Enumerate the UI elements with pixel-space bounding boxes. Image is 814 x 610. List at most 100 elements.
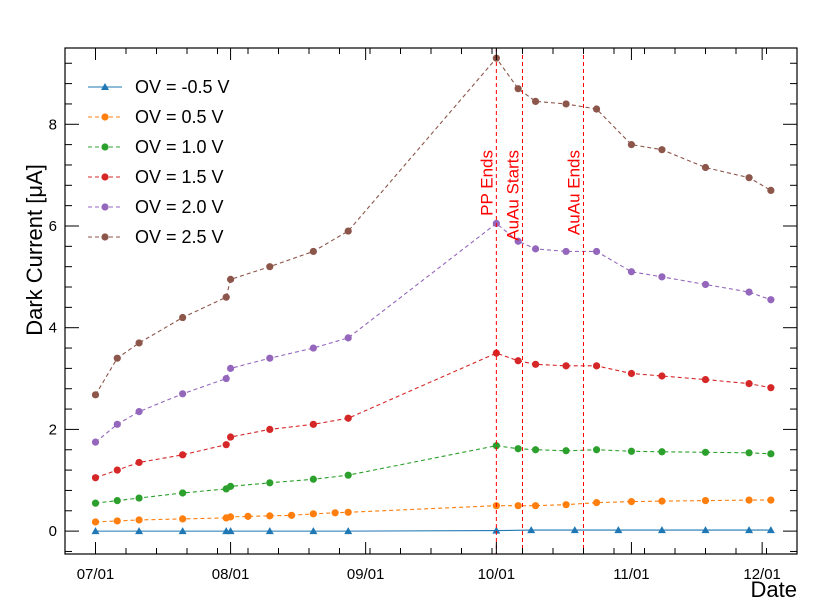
data-point: [226, 482, 235, 490]
data-point: [178, 527, 187, 535]
data-point: [658, 497, 666, 505]
data-point: [745, 449, 753, 457]
data-point: [701, 163, 710, 172]
data-point: [222, 374, 230, 383]
data-point: [627, 268, 636, 276]
data-point: [492, 349, 500, 357]
data-point: [309, 475, 317, 483]
data-point: [614, 526, 623, 534]
data-point: [179, 313, 187, 322]
data-point: [767, 186, 775, 194]
data-point: [331, 509, 339, 517]
data-point: [531, 502, 540, 510]
data-point: [287, 511, 296, 519]
data-point: [135, 408, 143, 416]
data-point: [627, 447, 636, 455]
data-point: [514, 237, 522, 245]
tick-layer: 07/01 08/01 09/01 10/01 11/01 12/01 0 2 4 6 8: [49, 48, 798, 583]
data-point: [344, 227, 352, 235]
series-group: [91, 442, 775, 507]
series-line: [95, 499, 771, 523]
legend-item: OV = 0.5 V: [88, 107, 224, 127]
data-point: [244, 512, 252, 520]
legend-item: OV = 2.5 V: [88, 227, 224, 247]
data-point: [226, 275, 235, 283]
data-point: [531, 360, 540, 368]
data-point: [767, 384, 775, 392]
data-point: [562, 501, 570, 509]
data-point: [592, 446, 601, 454]
data-point: [179, 390, 187, 398]
data-point: [745, 526, 754, 534]
legend-label: OV = -0.5 V: [135, 77, 230, 97]
data-point: [592, 499, 601, 507]
data-point: [101, 83, 109, 90]
annotation-layer: PP Ends AuAu Starts AuAu Ends: [477, 48, 584, 554]
data-point: [527, 526, 536, 534]
data-point: [266, 479, 274, 487]
data-point: [101, 233, 109, 241]
data-point: [658, 448, 666, 456]
y-tick-label: 4: [49, 320, 57, 337]
data-point: [745, 174, 753, 182]
x-tick-label: 12/01: [743, 566, 781, 583]
data-point: [266, 263, 274, 271]
data-point: [592, 362, 601, 370]
data-point: [767, 450, 775, 458]
data-point: [135, 339, 143, 347]
data-point: [514, 357, 522, 365]
data-point: [113, 497, 121, 505]
data-point: [309, 344, 317, 352]
legend-label: OV = 0.5 V: [135, 107, 224, 127]
data-point: [266, 354, 274, 362]
data-point: [266, 512, 274, 520]
series-group: [91, 349, 775, 482]
series-group: [91, 526, 775, 535]
legend-label: OV = 2.0 V: [135, 197, 224, 217]
data-point: [745, 496, 753, 504]
data-point: [91, 391, 100, 399]
data-point: [745, 288, 753, 296]
data-point: [135, 527, 144, 535]
data-point: [531, 245, 540, 253]
data-point: [766, 526, 775, 534]
legend-label: OV = 2.5 V: [135, 227, 224, 247]
legend-item: OV = -0.5 V: [88, 77, 230, 97]
data-point: [767, 496, 775, 504]
x-axis-title: Date: [751, 577, 797, 602]
data-point: [562, 362, 570, 370]
annotation-label: AuAu Ends: [565, 150, 584, 235]
data-point: [514, 445, 522, 453]
legend-label: OV = 1.0 V: [135, 137, 224, 157]
data-point: [135, 516, 143, 524]
data-point: [701, 375, 710, 384]
y-tick-label: 2: [49, 421, 57, 438]
data-point: [627, 369, 636, 378]
data-point: [101, 143, 109, 151]
data-point: [745, 380, 753, 388]
data-point: [767, 296, 775, 304]
legend-item: OV = 2.0 V: [88, 197, 224, 217]
x-tick-label: 09/01: [347, 566, 385, 583]
series-line: [95, 529, 771, 532]
legend-item: OV = 1.5 V: [88, 167, 224, 187]
x-tick-label: 07/01: [77, 566, 115, 583]
data-point: [101, 203, 109, 211]
data-point: [627, 141, 636, 149]
legend: OV = -0.5 V OV = 0.5 V OV = 1.0 V OV = 1.5 …: [88, 77, 230, 247]
legend-label: OV = 1.5 V: [135, 167, 224, 187]
data-point: [265, 527, 274, 535]
data-point: [658, 372, 666, 380]
data-point: [101, 113, 109, 121]
data-point: [135, 458, 143, 467]
data-point: [344, 334, 352, 342]
data-point: [91, 438, 100, 446]
data-point: [179, 515, 187, 523]
data-point: [113, 466, 121, 474]
data-point: [309, 420, 317, 428]
annotation-label: PP Ends: [477, 150, 496, 216]
data-point: [592, 105, 601, 113]
data-point: [657, 526, 666, 534]
data-point: [701, 497, 710, 505]
